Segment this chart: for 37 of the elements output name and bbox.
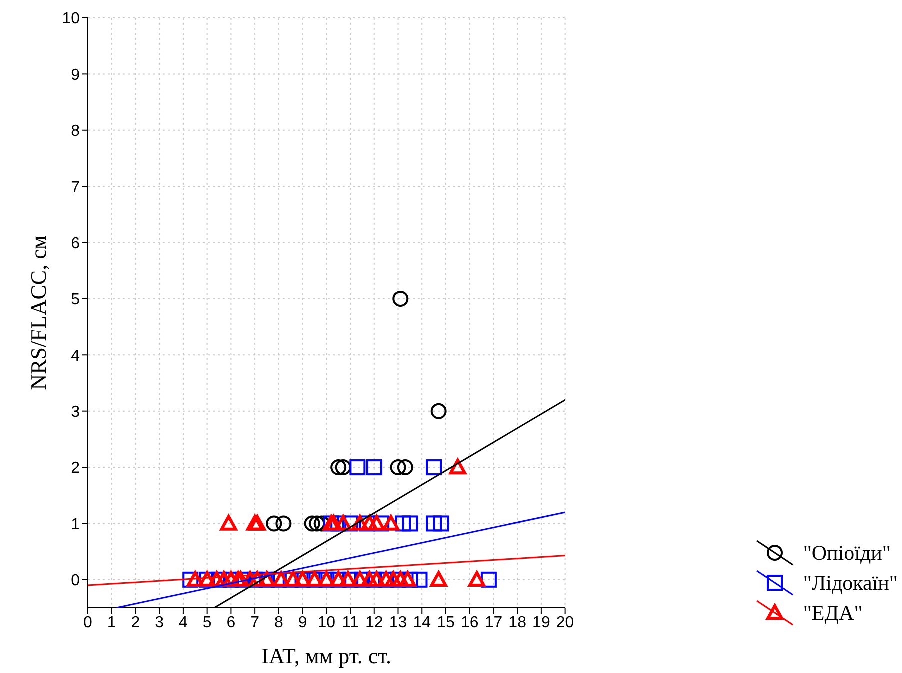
x-tick-label: 17 <box>484 614 503 632</box>
x-tick-label: 0 <box>84 614 93 632</box>
legend-label: "Опіоїди" <box>803 540 891 566</box>
y-tick-label: 3 <box>71 404 80 422</box>
legend-label: "Лідокаїн" <box>803 570 898 596</box>
x-tick-label: 14 <box>413 614 432 632</box>
x-tick-label: 15 <box>437 614 455 632</box>
y-axis-title: NRS/FLACC, см <box>26 236 51 390</box>
y-tick-label: 4 <box>71 348 80 365</box>
y-tick-label: 2 <box>71 460 80 478</box>
x-tick-label: 7 <box>250 614 260 632</box>
y-tick-label: 7 <box>71 179 80 196</box>
x-tick-label: 10 <box>318 614 336 632</box>
y-tick-label: 1 <box>71 516 80 534</box>
x-tick-label: 18 <box>508 614 527 632</box>
x-tick-label: 12 <box>365 614 384 632</box>
y-tick-label: 0 <box>71 572 80 590</box>
x-tick-label: 8 <box>274 614 284 632</box>
x-tick-label: 4 <box>179 614 188 632</box>
x-tick-label: 1 <box>107 614 116 632</box>
y-tick-label: 8 <box>71 123 80 140</box>
x-tick-label: 11 <box>342 614 359 632</box>
y-tick-label: 5 <box>71 292 80 309</box>
y-tick-label: 9 <box>71 66 80 84</box>
x-tick-label: 16 <box>460 614 479 632</box>
x-tick-label: 6 <box>226 614 236 632</box>
x-tick-label: 20 <box>556 614 574 632</box>
legend-label: "ЕДА" <box>803 600 863 626</box>
x-tick-label: 13 <box>389 614 408 632</box>
x-tick-label: 5 <box>202 614 212 632</box>
x-tick-label: 3 <box>155 614 164 632</box>
x-tick-label: 2 <box>131 614 140 632</box>
x-tick-label: 9 <box>298 614 308 632</box>
x-tick-label: 19 <box>532 614 550 632</box>
y-tick-label: 10 <box>62 10 80 28</box>
x-axis-title: IAT, мм рт. ст. <box>262 644 392 669</box>
y-tick-label: 6 <box>71 235 80 252</box>
